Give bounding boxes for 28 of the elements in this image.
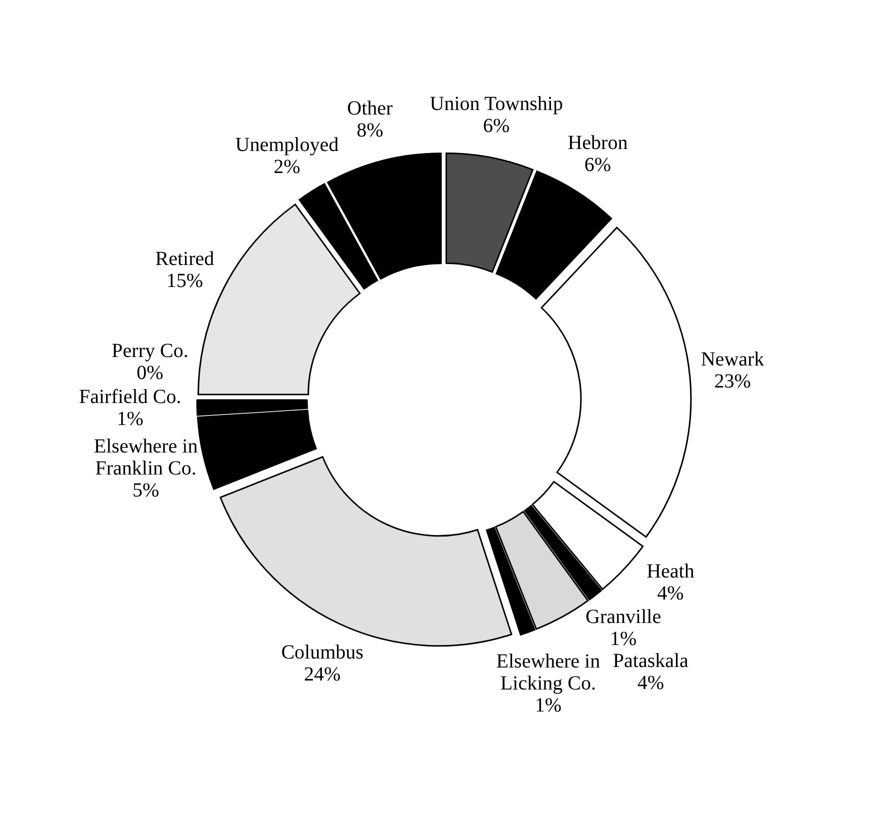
data-label: 23% <box>714 370 751 393</box>
data-label: 2% <box>274 156 300 178</box>
data-label: 1% <box>534 694 562 716</box>
data-label: 1% <box>610 628 637 650</box>
slice-label: Elsewhere in Franklin Co. <box>94 436 198 480</box>
slice-label: Heath <box>646 560 694 582</box>
slice-label: Pataskala <box>612 650 689 672</box>
slice-label: Fairfield Co. <box>78 386 182 408</box>
data-label: 8% <box>356 120 384 142</box>
data-label: 4% <box>657 582 684 604</box>
slice-label: Hebron <box>568 132 628 154</box>
data-label: 4% <box>637 672 664 694</box>
category-label: Perry Co. <box>112 340 188 362</box>
data-label: 24% <box>304 663 341 686</box>
data-label: 5% <box>132 480 160 502</box>
slice-label: Other <box>347 98 394 120</box>
slice-label: Elsewhere in Licking Co. <box>496 650 600 694</box>
slice-label: Granville <box>586 606 662 628</box>
data-label: 6% <box>483 114 510 137</box>
slice-label: Newark <box>700 348 764 371</box>
data-label: 1% <box>116 408 144 430</box>
slice-label: Unemployed <box>235 134 339 156</box>
data-label: 6% <box>584 154 612 176</box>
slice-label: Union Township <box>430 92 563 115</box>
text: 0% <box>136 362 164 384</box>
slice-label: Columbus <box>281 641 364 664</box>
data-label: 15% <box>166 270 204 292</box>
slice-label: Retired <box>155 248 214 270</box>
